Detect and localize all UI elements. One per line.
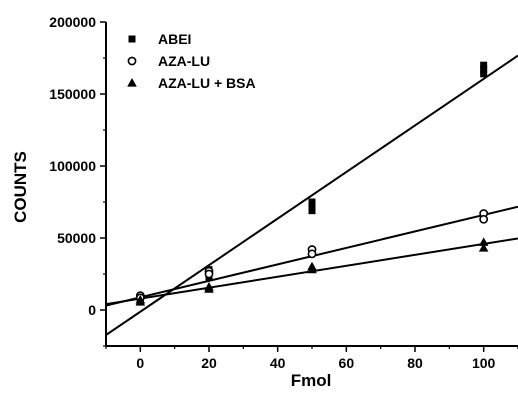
data-point-series-1 <box>480 66 488 74</box>
data-point-series-3 <box>478 237 489 246</box>
x-tick-label: 20 <box>201 355 217 371</box>
x-tick-label: 60 <box>339 355 355 371</box>
data-point-series-3 <box>307 264 317 274</box>
x-axis-title: Fmol <box>291 371 332 390</box>
legend-marker-2 <box>127 56 137 66</box>
data-point-series-1 <box>308 202 316 210</box>
x-tick-label: 0 <box>136 355 144 371</box>
fit-line-series-1 <box>106 54 518 336</box>
data-point-series-1 <box>308 207 316 215</box>
legend: ABEI AZA-LU AZA-LU + BSA <box>127 31 256 91</box>
x-tick-label: 100 <box>472 355 496 371</box>
axes: 0 20 40 60 80 100 0 50000 100000 150000 200000 <box>49 14 518 371</box>
data-point-series-3 <box>204 284 214 293</box>
data-point-series-3 <box>135 297 146 306</box>
data-point-series-1 <box>480 61 488 69</box>
legend-label-1: ABEI <box>158 31 191 47</box>
y-tick-label: 50000 <box>57 230 96 246</box>
fit-lines <box>106 54 518 336</box>
y-tick-label: 100000 <box>49 158 96 174</box>
y-axis-title: COUNTS <box>11 151 30 223</box>
legend-label-2: AZA-LU <box>158 53 210 69</box>
data-point-series-2 <box>307 249 317 259</box>
data-point-series-3 <box>478 243 489 252</box>
data-point-series-1 <box>480 70 488 78</box>
data-point-series-2 <box>204 269 214 279</box>
legend-marker-1 <box>128 35 136 43</box>
x-tick-label: 40 <box>270 355 286 371</box>
y-tick-label: 0 <box>88 302 96 318</box>
data-markers <box>135 61 489 306</box>
y-tick-label: 200000 <box>49 14 96 30</box>
data-point-series-1 <box>308 198 316 206</box>
y-tick-label: 150000 <box>49 86 96 102</box>
legend-marker-3 <box>127 78 137 87</box>
x-tick-label: 80 <box>407 355 423 371</box>
legend-label-3: AZA-LU + BSA <box>158 75 256 91</box>
data-point-series-2 <box>479 214 489 224</box>
